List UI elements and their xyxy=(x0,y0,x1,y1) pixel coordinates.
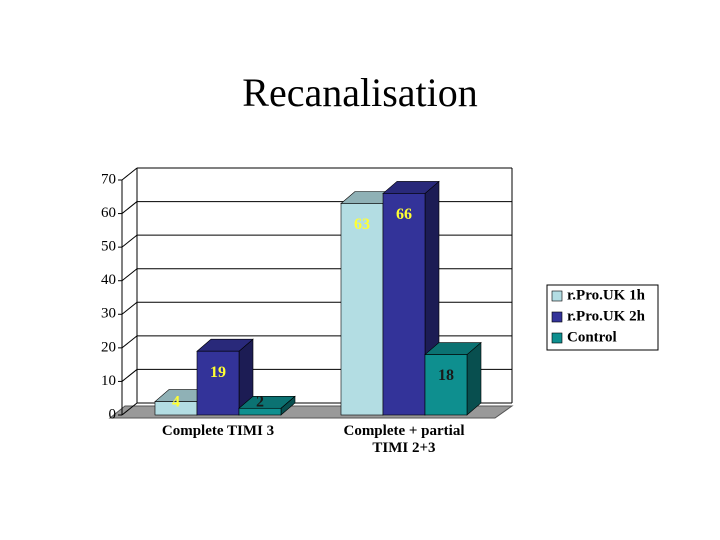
grid-line xyxy=(121,268,138,282)
chart-title: Recanalisation xyxy=(242,70,477,115)
x-tick-label: Complete + partial TIMI 2+3 xyxy=(343,423,465,456)
value-label: 19 xyxy=(210,364,226,381)
y-tick-label: 30 xyxy=(101,306,116,322)
value-label: 2 xyxy=(256,394,264,411)
y-tick-label: 70 xyxy=(101,171,116,187)
bar-front xyxy=(196,350,240,416)
legend-label: Control xyxy=(567,329,617,345)
bar-front xyxy=(382,193,426,416)
bar xyxy=(196,338,254,416)
y-tick-label: 0 xyxy=(109,406,117,422)
y-tick-label: 50 xyxy=(101,239,116,255)
value-label: 63 xyxy=(354,216,370,233)
y-tick-label: 60 xyxy=(101,205,116,221)
legend-label: r.Pro.UK 2h xyxy=(567,308,646,324)
value-label: 4 xyxy=(172,394,180,411)
y-tick-label: 20 xyxy=(101,339,116,355)
legend-box xyxy=(546,284,659,351)
grid-line xyxy=(121,301,138,315)
bar-front xyxy=(238,407,282,416)
value-label: 66 xyxy=(396,206,412,223)
legend-swatch xyxy=(551,332,563,344)
bar xyxy=(238,395,296,416)
bar-front xyxy=(424,354,468,416)
legend-label: r.Pro.UK 1h xyxy=(567,287,646,303)
legend-swatch xyxy=(551,290,563,302)
grid-line xyxy=(121,335,138,349)
grid-line xyxy=(121,402,138,416)
grid-line xyxy=(121,369,138,382)
grid-line xyxy=(121,234,138,248)
x-tick-label: Complete TIMI 3 xyxy=(161,423,275,439)
bar xyxy=(424,341,482,416)
grid-line xyxy=(121,167,138,181)
bar-side xyxy=(466,341,482,416)
grid-line xyxy=(121,201,138,214)
value-label: 18 xyxy=(438,367,454,384)
bar-front xyxy=(340,203,384,416)
y-tick-label: 40 xyxy=(101,272,116,288)
legend-swatch xyxy=(551,311,563,323)
y-tick-label: 10 xyxy=(101,373,116,389)
